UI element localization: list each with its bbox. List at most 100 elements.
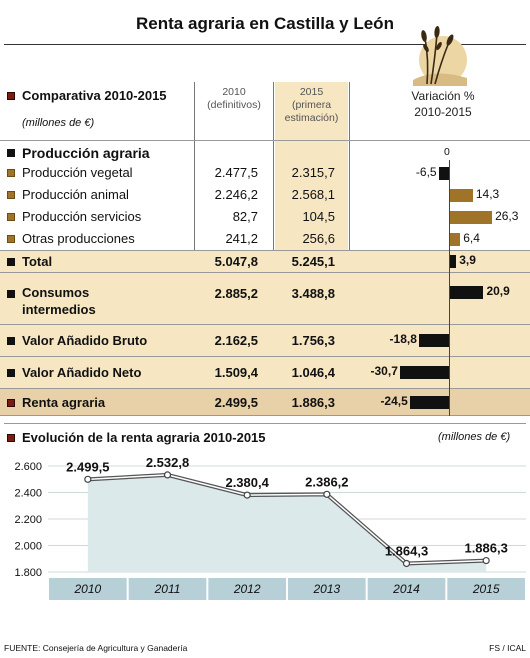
x-tick-label: 2012 [233,582,261,596]
column-header-2010-note: (definitivos) [207,99,261,111]
x-axis-tile [367,578,446,600]
variation-bar [450,211,493,224]
row-marker-icon [7,213,15,221]
x-axis-tile [49,578,127,600]
table-row: Otras producciones 241,2 256,6 [0,228,530,250]
title-rule [4,44,526,45]
row-value-2010: 5.047,8 [214,254,258,269]
variation-zero-axis [449,160,450,416]
column-header-variation-line2: 2010-2015 [414,105,472,119]
row-label: Valor Añadido Bruto [22,333,148,348]
x-axis-tile [208,578,286,600]
variation-bar [418,334,449,347]
data-label: 1.886,3 [464,541,507,556]
row-value-2015: 1.046,4 [291,365,335,380]
column-header-2015-note2: estimación) [284,112,339,124]
credit-note: FS / ICAL [489,643,526,653]
table-row: Valor Añadido Bruto 2.162,5 1.756,3 [0,324,530,356]
section-marker-icon [7,92,15,100]
row-label: Producción servicios [22,209,142,224]
row-value-2015: 1.756,3 [291,333,335,348]
row-value-2010: 241,2 [225,231,258,246]
row-label-line: Consumos [22,285,90,300]
y-tick-label: 2.200 [14,514,42,526]
y-tick-label: 2.000 [14,541,42,553]
data-point [163,471,172,479]
column-header-2015-year: 2015 [299,86,324,98]
y-tick-label: 2.600 [14,461,42,473]
evolution-chart: 1.800 2.000 2.200 2.400 2.600 2.499,5 2.532,8 2… [14,455,526,600]
row-label: Total [22,254,53,269]
column-header-variation-line1: Variación % [411,89,475,103]
variation-bar [450,233,461,246]
column-divider [194,82,195,415]
row-value-2015: 104,5 [302,209,335,224]
table-row: Consumos intermedios 2.885,2 3.488,8 [0,272,530,324]
data-label: 2.499,5 [66,459,109,474]
column-header-2010: 2010 (definitivos) [196,86,272,112]
row-label: Renta agraria [22,395,106,410]
x-tick-label: 2013 [312,582,340,596]
row-value-2015: 256,6 [302,231,335,246]
row-value-2010: 2.477,5 [214,165,258,180]
row-label: Valor Añadido Neto [22,365,142,380]
row-marker-icon [7,149,15,157]
y-tick-label: 1.800 [14,567,42,579]
variation-bar [399,366,449,379]
section-divider [4,423,526,424]
series-line-inner [87,474,487,565]
table-row: Valor Añadido Neto 1.509,4 1.046,4 [0,356,530,388]
evolution-units: (millones de €) [438,431,511,443]
column-header-2010-year: 2010 [222,86,246,98]
table-row-renta: Renta agraria 2.499,5 1.886,3 [0,388,530,416]
row-value-2015: 3.488,8 [291,286,335,301]
data-point [402,559,411,568]
table-row: Producción animal 2.246,2 2.568,1 [0,184,530,206]
row-label-line: intermedios [22,302,96,317]
row-value-2015: 2.568,1 [291,187,335,202]
row-value-2010: 2.885,2 [214,286,258,301]
x-tick-label: 2010 [73,582,101,596]
variation-value-label: 26,3 [495,209,519,223]
row-marker-icon [7,337,15,345]
evolution-title: Evolución de la renta agraria 2010-2015 [22,430,266,445]
x-axis-tile [128,578,207,600]
row-label: Otras producciones [22,231,135,246]
data-label: 1.864,3 [385,543,428,558]
variation-value-label: -24,5 [380,394,408,408]
row-marker-icon [7,191,15,199]
variation-bar [450,286,484,299]
table-section-title: Comparativa 2010-2015 [22,88,167,103]
variation-zero-label: 0 [444,146,450,158]
column-header-variation: Variación % 2010-2015 [380,88,506,120]
variation-value-label: -18,8 [389,332,417,346]
x-tick-label: 2011 [154,582,181,596]
table-row-total: Total 5.047,8 5.245,1 [0,250,530,272]
row-value-2010: 82,7 [232,209,258,224]
data-point [243,491,251,499]
data-point [323,490,331,498]
column-divider [349,82,350,415]
row-marker-icon [7,235,15,243]
variation-value-label: -30,7 [370,364,398,378]
row-marker-icon [7,399,15,407]
variation-bar [438,167,449,180]
row-marker-icon [7,169,15,177]
row-label: Consumos intermedios [22,284,96,318]
row-label: Producción vegetal [22,165,133,180]
data-label: 2.532,8 [146,455,189,470]
row-marker-icon [7,290,15,298]
variation-value-label: 6,4 [463,231,480,245]
x-tick-label: 2015 [472,582,500,596]
column-header-2015-note1: (primera [291,99,332,111]
row-marker-icon [7,369,15,377]
row-value-2015: 5.245,1 [291,254,335,269]
variation-value-label: 3,9 [459,253,476,267]
x-tick-label: 2014 [392,582,420,596]
data-label: 2.386,2 [305,474,348,489]
row-label: Producción animal [22,187,129,202]
row-value-2015: 2.315,7 [291,165,335,180]
row-value-2010: 2.499,5 [214,395,258,410]
source-note: FUENTE: Consejería de Agricultura y Gana… [4,643,188,653]
column-header-2015: 2015 (primera estimación) [275,86,348,125]
